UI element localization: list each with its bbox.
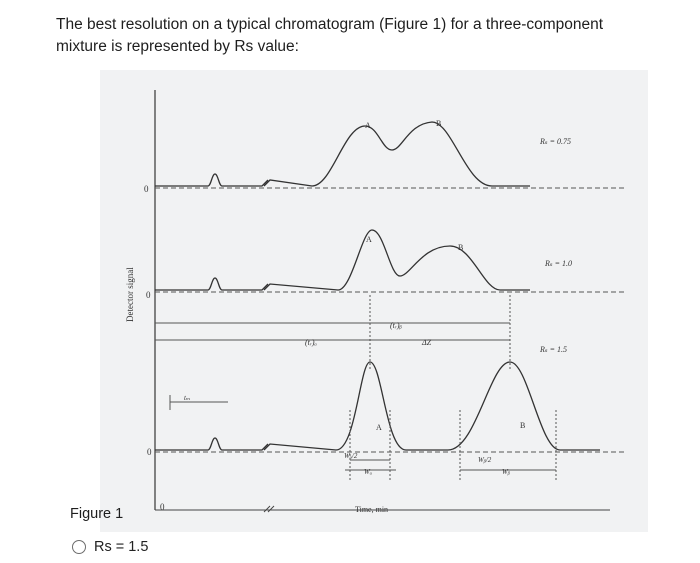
chromatogram-figure: Detector signal 0 0 0 0 A B Rₛ = 0.75 A … — [100, 70, 648, 532]
wb-label: Wᵦ — [502, 468, 510, 476]
figure-caption: Figure 1 — [70, 506, 124, 522]
delta-z-label: ΔZ — [421, 338, 432, 347]
axis-zero-label: 0 — [160, 502, 165, 512]
trace2-peak-b: B — [458, 243, 463, 252]
trace3-peak-a: A — [376, 423, 382, 432]
tr-b-label: (tᵣ)ᵦ — [390, 321, 403, 330]
trace3-rs-label: Rₛ = 1.5 — [539, 345, 567, 354]
x-axis-label: Time, min — [355, 505, 388, 514]
trace1-peak-a: A — [365, 121, 371, 130]
wb-half-label: Wᵦ/2 — [478, 456, 492, 464]
trace3-curve — [155, 361, 600, 451]
trace1-rs-label: Rₛ = 0.75 — [539, 137, 571, 146]
trace1-peak-b: B — [436, 119, 441, 128]
trace2-zero-label: 0 — [146, 290, 151, 300]
y-axis-label: Detector signal — [125, 267, 135, 322]
option-label: Rs = 1.5 — [94, 539, 149, 555]
tr-a-label: (tᵣ)ₐ — [305, 338, 318, 347]
trace2-curve — [155, 229, 530, 291]
wa-half-label: Wₐ/2 — [344, 452, 358, 460]
trace2-rs-label: Rₛ = 1.0 — [544, 259, 572, 268]
wa-label: Wₐ — [364, 468, 372, 476]
trace2-peak-a: A — [366, 235, 372, 244]
answer-option-rs-1-5[interactable]: Rs = 1.5 — [72, 539, 148, 555]
trace3-peak-b: B — [520, 421, 525, 430]
trace1-curve — [155, 121, 530, 187]
chromatogram-svg: Detector signal 0 0 0 0 A B Rₛ = 0.75 A … — [125, 90, 625, 514]
radio-button[interactable] — [72, 540, 86, 554]
tm-label: tₘ — [184, 394, 190, 402]
question-text: The best resolution on a typical chromat… — [56, 16, 604, 55]
trace3-zero-label: 0 — [147, 447, 152, 457]
trace1-zero-label: 0 — [144, 184, 149, 194]
